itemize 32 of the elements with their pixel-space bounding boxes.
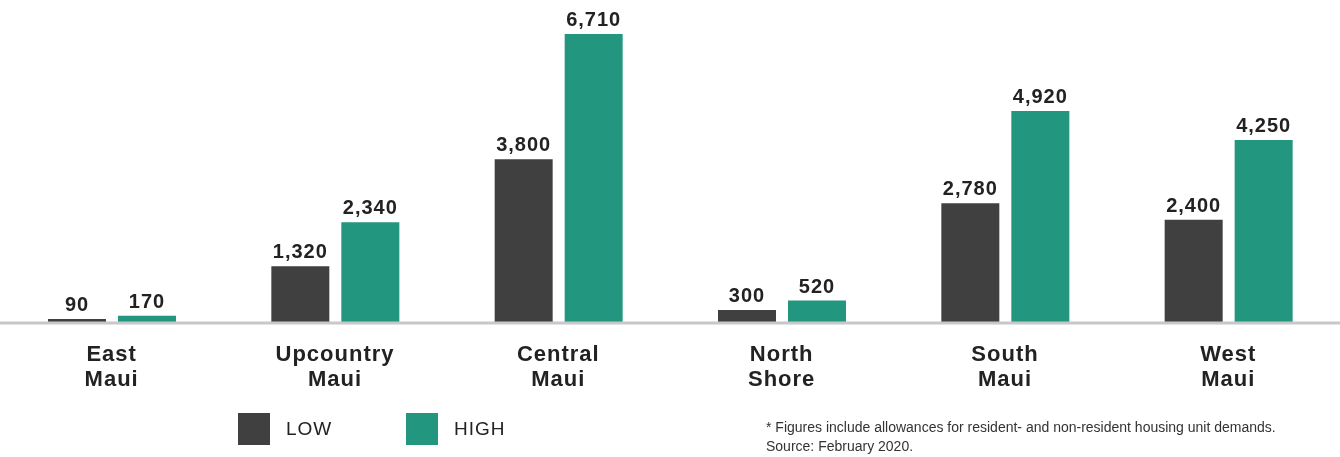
data-label: 4,920 bbox=[1012, 85, 1068, 108]
data-label: 2,340 bbox=[342, 196, 398, 219]
x-tick-label: South Maui bbox=[971, 341, 1039, 391]
data-label: 2,400 bbox=[1166, 193, 1222, 216]
x-tick-label: Upcountry Maui bbox=[275, 341, 395, 391]
legend-label: LOW bbox=[286, 418, 334, 440]
x-tick-label: West Maui bbox=[1200, 341, 1257, 391]
bar bbox=[494, 159, 553, 323]
bar bbox=[788, 300, 846, 323]
bar bbox=[718, 310, 776, 323]
legend-label: HIGH bbox=[454, 418, 507, 440]
bar bbox=[341, 222, 400, 323]
x-tick-label: Central Maui bbox=[516, 341, 600, 391]
bar bbox=[941, 203, 1000, 323]
x-tick-label: North Shore bbox=[747, 341, 816, 391]
data-label: 2,780 bbox=[942, 177, 998, 200]
text: * Figures include allowances for resident- and non-resident housing unit demands. bbox=[766, 418, 1276, 437]
data-label: 6,710 bbox=[566, 8, 622, 30]
data-label: 4,250 bbox=[1236, 113, 1292, 136]
data-label: 300 bbox=[728, 284, 766, 307]
bar bbox=[1234, 139, 1293, 323]
bar bbox=[564, 34, 623, 323]
bar bbox=[1164, 219, 1223, 323]
data-label: 170 bbox=[128, 289, 166, 312]
data-label: 520 bbox=[798, 274, 836, 297]
bar bbox=[271, 266, 330, 323]
x-tick-label: East Maui bbox=[84, 341, 139, 391]
data-label: 90 bbox=[64, 293, 90, 316]
bar bbox=[1011, 111, 1070, 323]
source-note: Source: February 2020. bbox=[766, 437, 915, 456]
data-label: 1,320 bbox=[272, 240, 328, 263]
data-label: 3,800 bbox=[496, 133, 552, 156]
